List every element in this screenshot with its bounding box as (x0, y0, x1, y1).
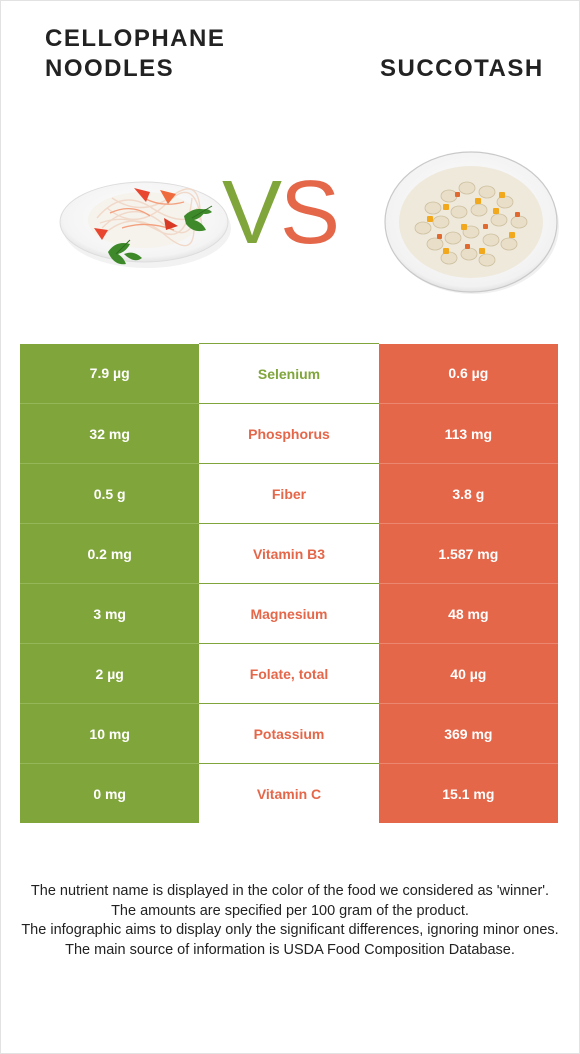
nutrient-row: 0 mg Vitamin C 15.1 mg (20, 763, 558, 823)
nutrient-row: 7.9 µg Selenium 0.6 µg (20, 343, 558, 404)
nutrient-row: 3 mg Magnesium 48 mg (20, 583, 558, 644)
nutrient-name: Selenium (199, 343, 379, 404)
footer-line-source: The main source of information is USDA F… (65, 941, 515, 958)
vs-letter-s: S (280, 163, 340, 263)
right-food-value: 113 mg (378, 403, 558, 464)
succotash-bowl-image (384, 151, 559, 294)
left-food-value: 10 mg (20, 703, 200, 764)
nutrient-row: 2 µg Folate, total 40 µg (20, 643, 558, 704)
nutrient-name: Magnesium (199, 583, 379, 644)
nutrient-row: 0.2 mg Vitamin B3 1.587 mg (20, 523, 558, 584)
footer-line-amounts: The amounts are specified per 100 gram o… (111, 902, 469, 919)
nutrient-name: Fiber (199, 463, 379, 524)
footer-notes: The nutrient name is displayed in the co… (20, 882, 560, 960)
right-food-value: 48 mg (378, 583, 558, 644)
nutrient-name: Vitamin C (199, 763, 379, 823)
right-food-value: 0.6 µg (378, 343, 558, 404)
cellophane-noodles-salad-image (59, 181, 231, 268)
footer-line-winner: The nutrient name is displayed in the co… (30, 883, 550, 899)
left-food-value: 0.5 g (20, 463, 200, 524)
left-food-value: 2 µg (20, 643, 200, 704)
nutrient-comparison-table: 7.9 µg Selenium 0.6 µg 32 mg Phosphorus 113 m… (20, 343, 558, 823)
right-food-value: 369 mg (378, 703, 558, 764)
left-food-value: 32 mg (20, 403, 200, 464)
food-title-right: Succotash (380, 55, 544, 82)
nutrient-row: 0.5 g Fiber 3.8 g (20, 463, 558, 524)
nutrient-name: Vitamin B3 (199, 523, 379, 584)
right-food-value: 40 µg (378, 643, 558, 704)
left-food-value: 3 mg (20, 583, 200, 644)
nutrient-row: 10 mg Potassium 369 mg (20, 703, 558, 764)
nutrient-row: 32 mg Phosphorus 113 mg (20, 403, 558, 464)
left-food-value: 0 mg (20, 763, 200, 823)
comparison-rows: 7.9 µg Selenium 0.6 µg 32 mg Phosphorus 113 m… (20, 343, 558, 823)
nutrient-name: Phosphorus (199, 403, 379, 464)
food-title-left: Cellophane noodles (45, 25, 226, 82)
right-food-value: 3.8 g (378, 463, 558, 524)
nutrient-name: Potassium (199, 703, 379, 764)
vs-letter-v: V (222, 163, 282, 263)
left-food-value: 0.2 mg (20, 523, 200, 584)
vs-label: VS (222, 168, 352, 258)
right-food-value: 1.587 mg (378, 523, 558, 584)
footer-line-differences: The infographic aims to display only the… (21, 922, 559, 938)
right-food-value: 15.1 mg (378, 763, 558, 823)
nutrient-name: Folate, total (199, 643, 379, 704)
left-food-value: 7.9 µg (20, 343, 200, 404)
